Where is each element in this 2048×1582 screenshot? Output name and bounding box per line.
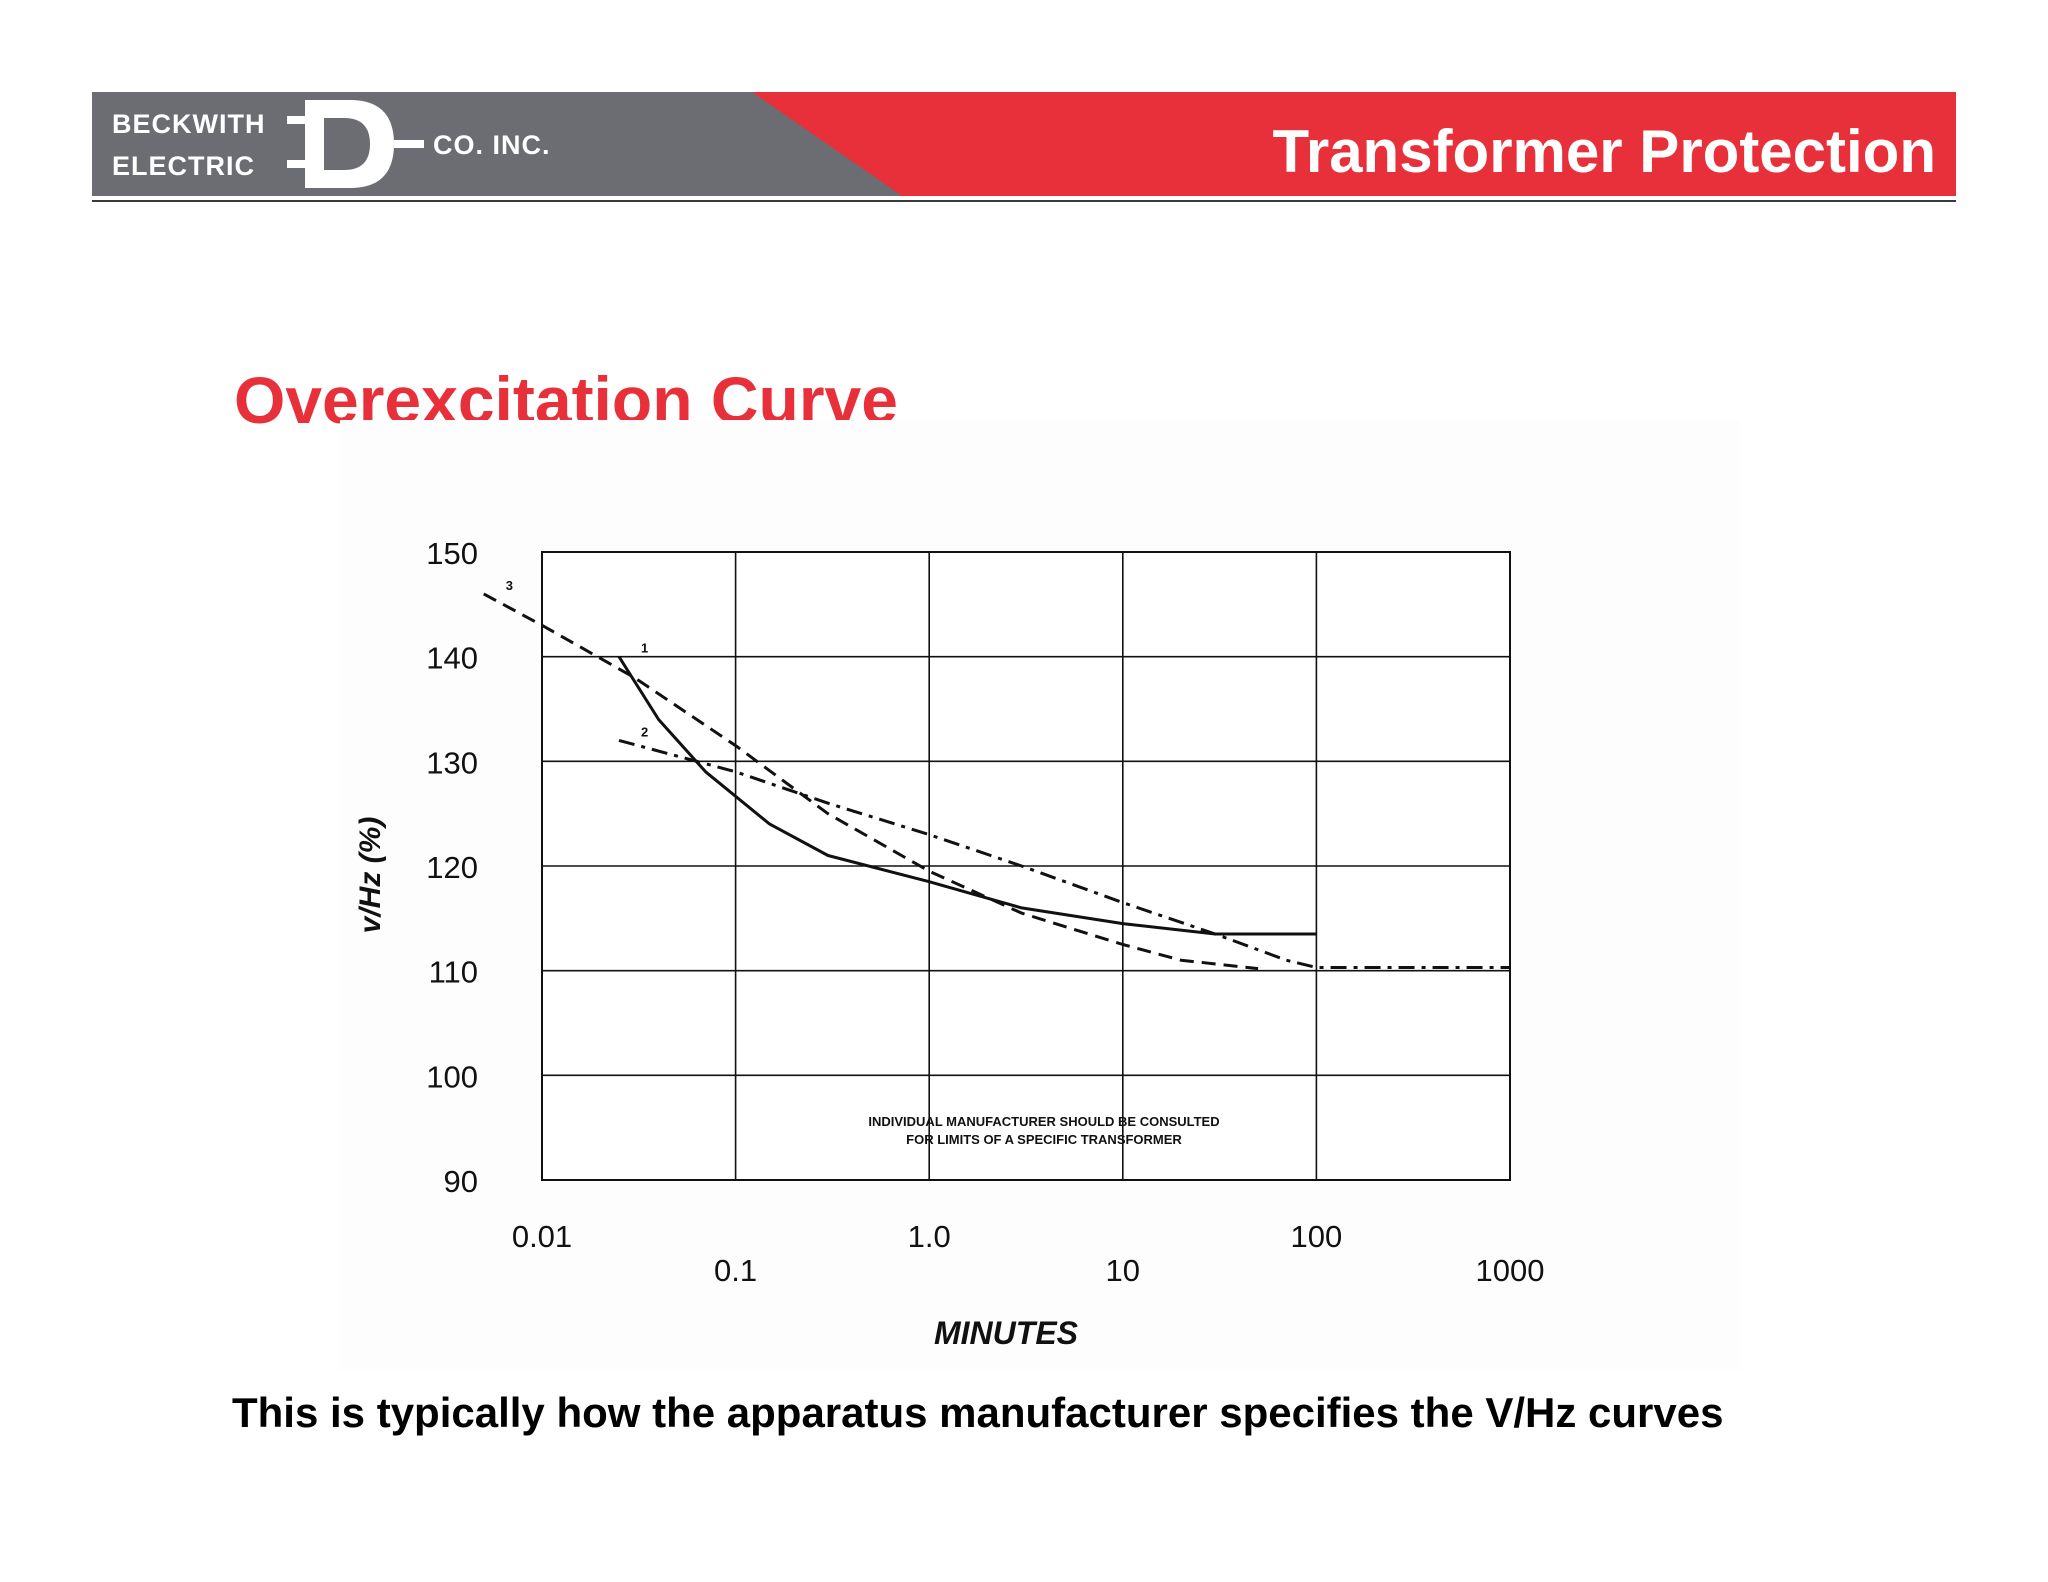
company-name-line1: BECKWITH [112, 109, 266, 139]
y-tick-label: 110 [429, 955, 478, 990]
curve-2 [618, 738, 1510, 969]
y-tick-label: 120 [426, 850, 478, 885]
x-tick-label: 1.0 [908, 1219, 951, 1254]
slide-caption: This is typically how the apparatus manu… [232, 1389, 1724, 1436]
curve-1 [617, 655, 1317, 936]
banner-title: Transformer Protection [1272, 118, 1937, 185]
x-tick-label: 0.1 [714, 1253, 757, 1288]
chart-area: 150 140 130 120 110 100 90 0.01 0.1 1.0 10 100 1000 M… [340, 420, 1740, 1370]
company-suffix: CO. INC. [433, 130, 551, 160]
overexcitation-chart: 150 140 130 120 110 100 90 0.01 0.1 1.0 10 100 1000 M… [354, 536, 1545, 1351]
curve-label: 1 [641, 641, 648, 656]
curve-label: 2 [641, 724, 648, 739]
company-name-line2: ELECTRIC [112, 151, 255, 181]
curve-label: 3 [506, 578, 513, 593]
x-tick-label: 10 [1106, 1253, 1140, 1288]
y-axis-label: v/Hz (%) [354, 817, 387, 934]
chart-note-line: FOR LIMITS OF A SPECIFIC TRANSFORMER [906, 1132, 1182, 1147]
header-banner [92, 92, 1956, 196]
y-tick-label: 130 [426, 745, 478, 780]
banner-background [92, 92, 1956, 196]
y-tick-label: 140 [426, 641, 478, 676]
y-tick-label: 150 [426, 536, 478, 571]
x-tick-label: 0.01 [512, 1219, 572, 1254]
header-divider [92, 200, 1956, 202]
y-tick-label: 90 [444, 1164, 478, 1199]
x-axis-label: MINUTES [934, 1315, 1079, 1351]
curve-3 [482, 592, 1259, 971]
company-logo [287, 100, 424, 188]
x-tick-label: 1000 [1476, 1253, 1545, 1288]
chart-note-line: INDIVIDUAL MANUFACTURER SHOULD BE CONSUL… [868, 1114, 1219, 1129]
x-tick-label: 100 [1291, 1219, 1343, 1254]
y-tick-label: 100 [426, 1059, 478, 1094]
